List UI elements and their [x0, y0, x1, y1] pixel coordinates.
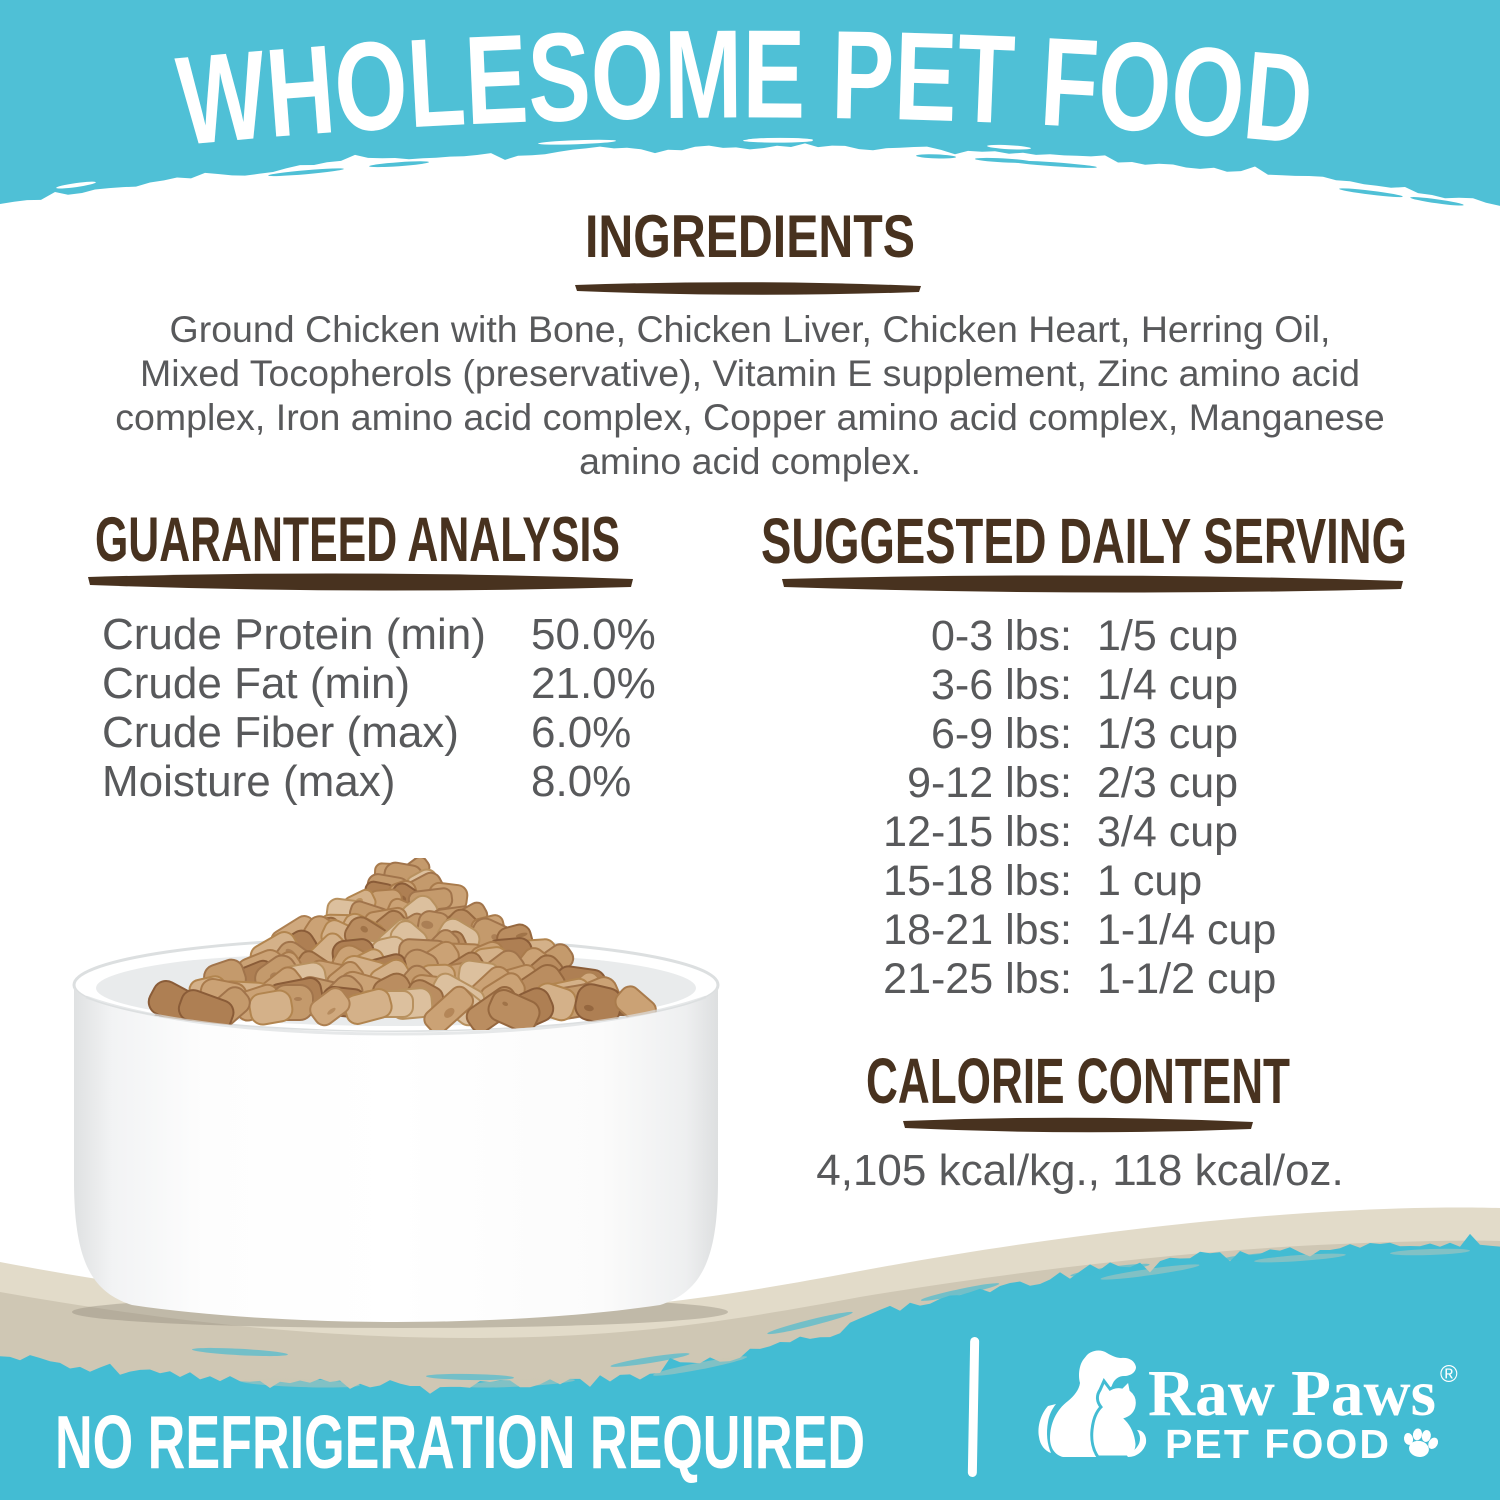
svg-text:GUARANTEED ANALYSIS: GUARANTEED ANALYSIS: [95, 505, 620, 575]
svg-text:NO REFRIGERATION REQUIRED: NO REFRIGERATION REQUIRED: [55, 1400, 865, 1484]
svg-text:WHOLESOME PET FOOD: WHOLESOME PET FOOD: [172, 3, 1318, 171]
svg-text:INGREDIENTS: INGREDIENTS: [585, 203, 915, 270]
svg-text:PET FOOD: PET FOOD: [1165, 1421, 1395, 1467]
svg-text:®: ®: [1440, 1361, 1458, 1388]
svg-text:CALORIE CONTENT: CALORIE CONTENT: [866, 1045, 1290, 1117]
svg-text:Raw Paws: Raw Paws: [1148, 1357, 1436, 1430]
svg-text:SUGGESTED DAILY SERVING: SUGGESTED DAILY SERVING: [761, 505, 1407, 577]
